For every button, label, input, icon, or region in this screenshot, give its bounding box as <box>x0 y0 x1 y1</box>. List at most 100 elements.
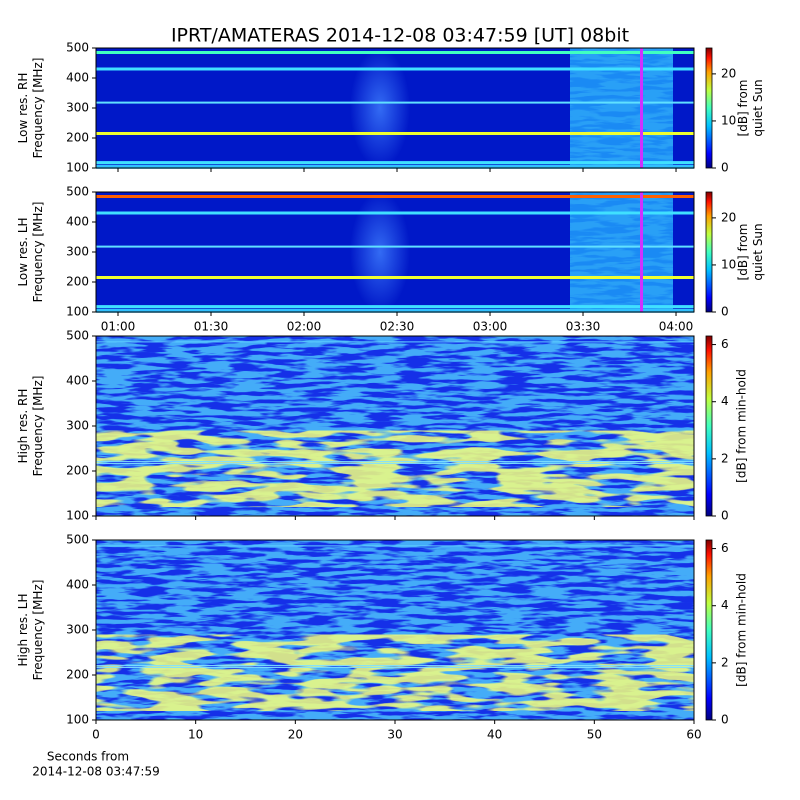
x-tick-label: 02:00 <box>287 320 322 334</box>
y-tick-label: 500 <box>66 41 89 55</box>
y-tick-label: 500 <box>66 533 89 547</box>
colorbar-tick-label: 20 <box>721 210 736 224</box>
x-tick-label: 03:00 <box>473 320 508 334</box>
y-tick-label: 300 <box>66 245 89 259</box>
colorbar-label: [dB] from min-hold <box>735 573 749 687</box>
colorbar-tick-label: 6 <box>721 337 729 351</box>
x-tick-label: 03:30 <box>566 320 601 334</box>
colorbar-tick-label: 6 <box>721 541 729 555</box>
colorbar-tick-label: 10 <box>721 257 736 271</box>
y-tick-label: 400 <box>66 215 89 229</box>
chart-title: IPRT/AMATERAS 2014-12-08 03:47:59 [UT] 0… <box>171 25 629 47</box>
band-line <box>96 666 694 668</box>
band-line <box>96 132 694 135</box>
y-tick-label: 500 <box>66 329 89 343</box>
band-line <box>96 461 694 463</box>
colorbar-label: [dB] from <box>736 224 750 281</box>
y-tick-label: 200 <box>66 131 89 145</box>
y-axis-label: Frequency [MHz] <box>31 202 45 303</box>
x-tick-label: 01:00 <box>101 320 136 334</box>
colorbar <box>705 335 713 517</box>
colorbar-tick-label: 2 <box>721 451 729 465</box>
band-line <box>96 276 694 279</box>
time-marker <box>640 48 643 168</box>
time-marker <box>640 192 643 312</box>
colorbar-tick-label: 20 <box>721 66 736 80</box>
y-axis-label: Frequency [MHz] <box>31 376 45 477</box>
spectrogram-image <box>96 48 694 169</box>
colorbar <box>705 539 713 721</box>
x-tick-label: 04:00 <box>659 320 694 334</box>
colorbar <box>705 47 713 169</box>
band-line <box>96 665 694 667</box>
x-tick-label: 60 <box>686 728 701 742</box>
colorbar-tick-label: 4 <box>721 598 729 612</box>
burst-glow <box>350 48 411 168</box>
observation-block <box>570 48 673 168</box>
band-line <box>96 67 694 71</box>
colorbar-label: quiet Sun <box>751 223 765 280</box>
band-line <box>96 211 694 215</box>
x-axis-label: Seconds from <box>47 750 129 764</box>
x-tick-label: 0 <box>92 728 100 742</box>
x-tick-label: 01:30 <box>194 320 229 334</box>
y-tick-label: 100 <box>66 161 89 175</box>
colorbar-tick-label: 0 <box>721 305 729 319</box>
y-tick-label: 400 <box>66 71 89 85</box>
band-line <box>96 462 694 464</box>
colorbar-tick-label: 0 <box>721 509 729 523</box>
band-line <box>96 308 694 313</box>
burst-glow <box>350 192 411 312</box>
band-line <box>96 195 694 198</box>
y-tick-label: 400 <box>66 578 89 592</box>
y-axis-label: High res. RH <box>16 389 30 464</box>
band-line <box>96 164 694 169</box>
x-tick-label: 02:30 <box>380 320 415 334</box>
band-line <box>96 341 694 343</box>
y-tick-label: 300 <box>66 623 89 637</box>
colorbar-tick-label: 10 <box>721 113 736 127</box>
colorbar-label: [dB] from <box>736 80 750 137</box>
x-axis-label: 2014-12-08 03:47:59 <box>32 765 159 779</box>
y-axis-label: Frequency [MHz] <box>31 580 45 681</box>
band-line <box>96 51 694 54</box>
spectrogram-image <box>96 336 694 516</box>
colorbar-tick-label: 2 <box>721 655 729 669</box>
y-tick-label: 200 <box>66 668 89 682</box>
x-tick-label: 50 <box>587 728 602 742</box>
band-line <box>96 101 694 104</box>
x-tick-label: 40 <box>487 728 502 742</box>
band-line <box>96 305 694 309</box>
y-tick-label: 100 <box>66 713 89 727</box>
x-tick-label: 30 <box>387 728 402 742</box>
x-tick-label: 10 <box>188 728 203 742</box>
colorbar-label: quiet Sun <box>751 79 765 136</box>
colorbar-tick-label: 0 <box>721 161 729 175</box>
band-line <box>96 161 694 165</box>
y-tick-label: 300 <box>66 101 89 115</box>
y-axis-label: Frequency [MHz] <box>31 58 45 159</box>
x-tick-label: 20 <box>288 728 303 742</box>
band-line <box>96 545 694 547</box>
colorbar-tick-label: 0 <box>721 713 729 727</box>
y-tick-label: 400 <box>66 374 89 388</box>
y-tick-label: 100 <box>66 305 89 319</box>
observation-block <box>570 192 673 312</box>
band-line <box>96 245 694 248</box>
spectrogram-image <box>96 540 694 720</box>
y-tick-label: 200 <box>66 275 89 289</box>
y-axis-label: Low res. LH <box>16 217 30 286</box>
colorbar <box>705 191 713 313</box>
y-axis-label: Low res. RH <box>16 73 30 144</box>
y-tick-label: 100 <box>66 509 89 523</box>
spectrogram-image <box>96 192 694 313</box>
y-tick-label: 500 <box>66 185 89 199</box>
y-axis-label: High res. LH <box>16 593 30 666</box>
activity <box>96 430 694 507</box>
y-tick-label: 300 <box>66 419 89 433</box>
colorbar-tick-label: 4 <box>721 394 729 408</box>
colorbar-label: [dB] from min-hold <box>735 369 749 483</box>
y-tick-label: 200 <box>66 464 89 478</box>
activity <box>96 634 694 711</box>
